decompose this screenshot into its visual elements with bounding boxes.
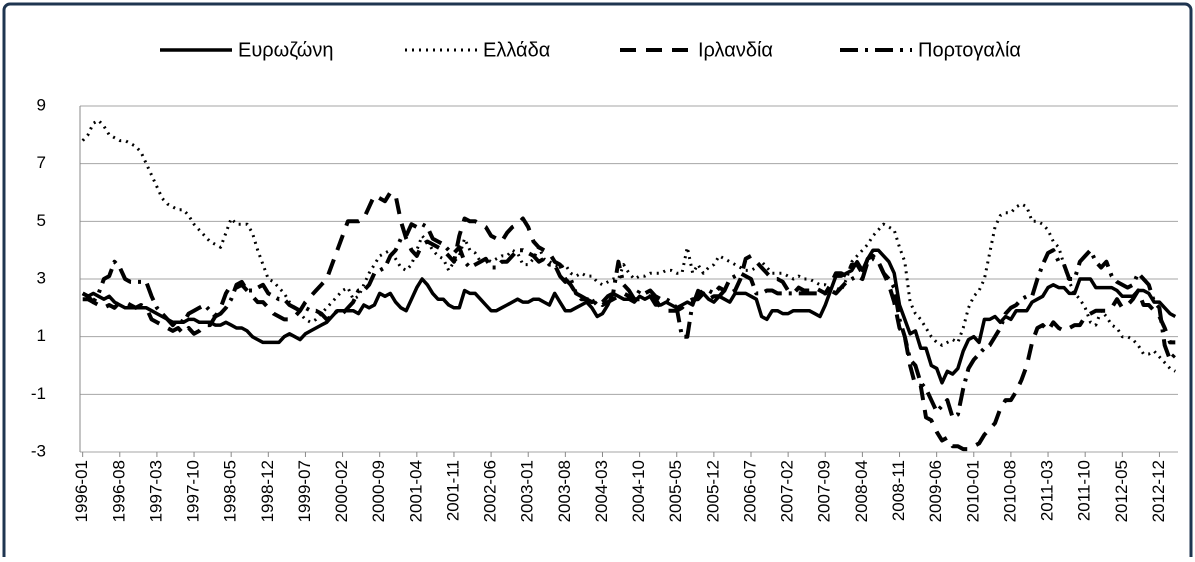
x-tick-label: 2000-09	[369, 460, 388, 522]
series-line	[81, 248, 1177, 385]
y-tick-label: 9	[37, 95, 46, 114]
x-tick-label: 2009-06	[926, 460, 945, 522]
y-tick-label: -1	[31, 384, 46, 403]
y-tick-label: 7	[37, 153, 46, 172]
x-tick-label: 1997-03	[146, 460, 165, 522]
x-tick-label: 2007-02	[778, 460, 797, 522]
y-tick-label: 1	[37, 326, 46, 345]
x-tick-label: 2011-03	[1038, 460, 1057, 521]
legend-label: Ιρλανδία	[698, 39, 773, 61]
x-tick-label: 1999-07	[295, 460, 314, 522]
y-tick-label: -3	[31, 441, 46, 460]
x-tick-label: 2000-02	[332, 460, 351, 522]
x-tick-label: 2005-05	[666, 460, 685, 522]
x-tick-label: 1996-08	[109, 460, 128, 522]
series-line	[81, 118, 1177, 373]
x-tick-label: 2008-04	[852, 460, 871, 522]
x-tick-label: 2002-06	[481, 460, 500, 522]
series-line	[81, 222, 1177, 420]
x-tick-label: 1998-12	[258, 460, 277, 522]
x-tick-label: 2010-08	[1000, 460, 1019, 522]
x-tick-label: 2012-05	[1112, 460, 1131, 522]
legend-label: Ελλάδα	[483, 39, 550, 61]
x-tick-label: 2005-12	[703, 460, 722, 522]
x-tick-label: 1997-10	[184, 460, 203, 522]
x-tick-label: 2003-01	[518, 460, 537, 522]
legend: Ευρωζώνη Ελλάδα Ιρλανδία Πορτογαλία	[160, 39, 1021, 61]
x-tick-label: 2007-09	[815, 460, 834, 522]
x-tick-label: 2003-08	[555, 460, 574, 522]
x-tick-label: 2008-11	[889, 460, 908, 521]
series-line	[82, 190, 1176, 452]
legend-label: Πορτογαλία	[918, 39, 1021, 61]
x-tick-label: 2010-01	[963, 460, 982, 522]
x-tick-label: 2011-10	[1075, 460, 1094, 521]
y-tick-label: 3	[37, 268, 46, 287]
x-tick-label: 2001-11	[443, 460, 462, 521]
x-tick-label: 2001-04	[406, 460, 425, 522]
legend-label: Ευρωζώνη	[238, 39, 334, 61]
x-tick-label: 2004-10	[629, 460, 648, 522]
y-tick-label: 5	[37, 211, 46, 230]
x-tick-label: 2004-03	[592, 460, 611, 522]
x-tick-label: 2012-12	[1149, 460, 1168, 522]
x-tick-label: 2006-07	[740, 460, 759, 522]
x-tick-label: 1998-05	[221, 460, 240, 522]
x-tick-label: 1996-01	[72, 460, 91, 522]
